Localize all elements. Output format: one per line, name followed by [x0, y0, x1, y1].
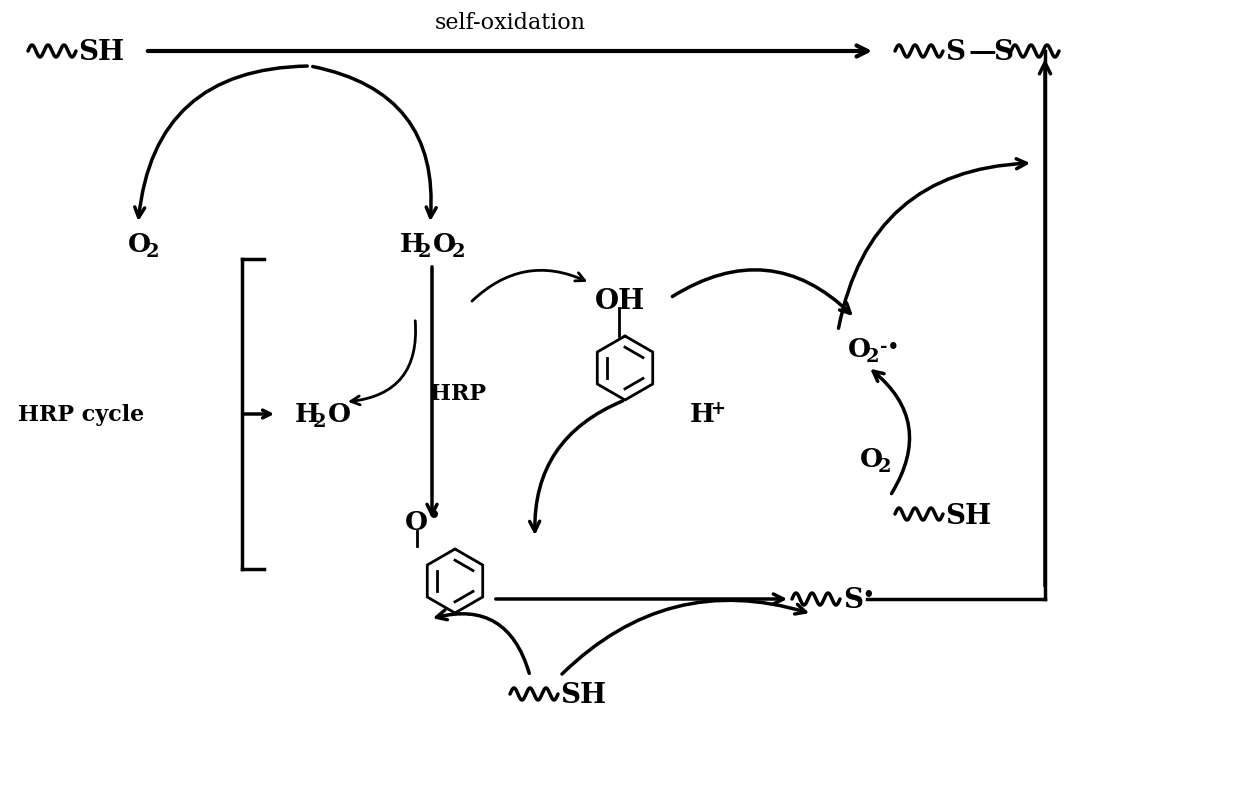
Text: 2: 2: [312, 413, 326, 430]
Text: •: •: [427, 504, 441, 526]
Text: H: H: [689, 402, 715, 427]
Text: self-oxidation: self-oxidation: [434, 12, 585, 34]
Text: -•: -•: [880, 337, 899, 356]
Text: 2: 2: [866, 348, 879, 365]
Text: +: +: [711, 400, 725, 418]
Text: SH: SH: [945, 502, 991, 529]
Text: O: O: [329, 402, 351, 427]
Text: S: S: [945, 39, 965, 67]
Text: —: —: [968, 39, 997, 67]
Text: HRP: HRP: [430, 382, 486, 405]
Text: 2: 2: [453, 243, 465, 261]
Text: O: O: [433, 232, 456, 257]
Text: SH: SH: [78, 39, 124, 67]
Text: 2: 2: [878, 458, 892, 475]
Text: H: H: [295, 402, 320, 427]
Text: O: O: [128, 232, 151, 257]
Text: O: O: [405, 509, 428, 534]
Text: S: S: [843, 587, 863, 613]
Text: H: H: [401, 232, 425, 257]
Text: HRP cycle: HRP cycle: [19, 403, 144, 426]
Text: SH: SH: [560, 682, 606, 708]
Text: OH: OH: [595, 288, 645, 315]
Text: 2: 2: [146, 243, 160, 261]
Text: O: O: [848, 337, 870, 362]
Text: S: S: [993, 39, 1013, 67]
Text: 2: 2: [418, 243, 432, 261]
Text: •: •: [862, 585, 874, 603]
Text: O: O: [861, 447, 883, 472]
